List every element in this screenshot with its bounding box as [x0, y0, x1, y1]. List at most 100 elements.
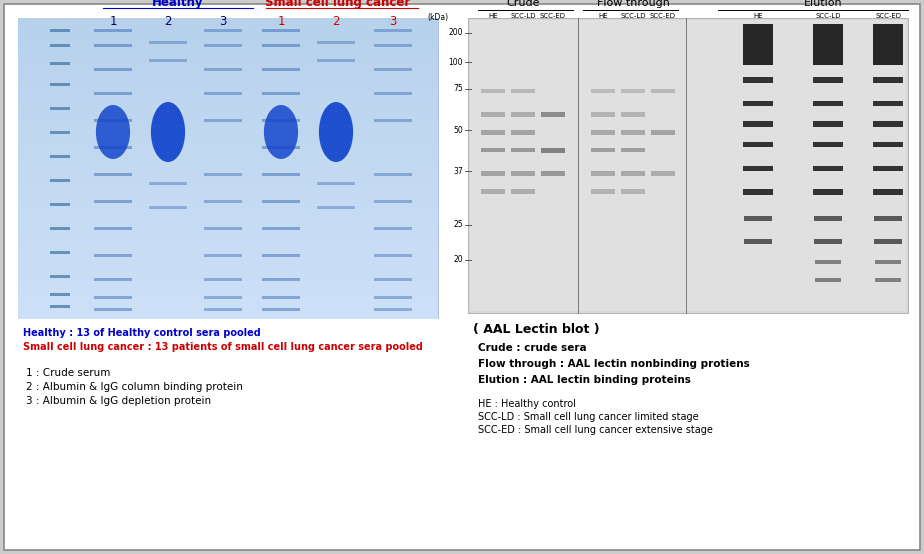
Bar — [18, 303, 438, 305]
Bar — [18, 44, 438, 45]
Bar — [18, 302, 438, 304]
Bar — [18, 99, 438, 100]
Bar — [18, 40, 438, 42]
Bar — [50, 61, 70, 64]
Bar — [18, 171, 438, 172]
Bar — [18, 98, 438, 100]
Bar — [18, 18, 438, 19]
Bar — [204, 227, 242, 229]
Bar — [18, 236, 438, 238]
Bar — [18, 88, 438, 90]
Bar — [18, 317, 438, 319]
Bar — [18, 237, 438, 239]
Bar — [18, 179, 438, 181]
Bar — [18, 271, 438, 273]
Bar — [18, 219, 438, 220]
Bar — [262, 146, 300, 148]
Bar — [18, 195, 438, 197]
Bar — [50, 106, 70, 110]
Bar — [743, 142, 773, 147]
Bar — [18, 52, 438, 54]
Bar — [18, 106, 438, 107]
Bar — [813, 121, 843, 127]
Text: SCC-ED : Small cell lung cancer extensive stage: SCC-ED : Small cell lung cancer extensiv… — [478, 425, 713, 435]
Bar — [18, 265, 438, 266]
Bar — [18, 284, 438, 285]
Bar — [18, 181, 438, 182]
Bar — [18, 273, 438, 274]
Bar — [262, 307, 300, 310]
Bar — [18, 134, 438, 136]
Bar — [18, 108, 438, 110]
Bar — [18, 258, 438, 259]
Bar — [18, 231, 438, 233]
Bar — [18, 193, 438, 194]
Bar — [18, 208, 438, 209]
Bar — [481, 171, 505, 176]
Bar — [813, 142, 843, 147]
Bar — [18, 213, 438, 214]
Text: Flow through: Flow through — [597, 0, 669, 8]
Bar — [18, 189, 438, 191]
Bar — [374, 91, 412, 95]
Text: SCC-LD: SCC-LD — [815, 13, 841, 19]
Text: 50: 50 — [454, 126, 463, 135]
Bar — [18, 221, 438, 223]
Bar — [18, 218, 438, 219]
Bar — [262, 295, 300, 299]
Text: SCC-LD: SCC-LD — [510, 13, 536, 19]
Bar — [50, 44, 70, 47]
Bar — [94, 119, 132, 121]
Bar — [18, 116, 438, 117]
Bar — [18, 224, 438, 225]
Bar — [18, 21, 438, 23]
Bar — [374, 28, 412, 32]
Bar — [18, 296, 438, 297]
Bar — [18, 78, 438, 80]
Bar — [18, 125, 438, 126]
Text: Elution : AAL lectin binding proteins: Elution : AAL lectin binding proteins — [478, 375, 691, 385]
Bar — [18, 137, 438, 138]
Bar — [18, 93, 438, 95]
Bar — [591, 112, 615, 117]
Bar — [50, 131, 70, 134]
Bar — [18, 141, 438, 142]
Bar — [18, 112, 438, 114]
Bar — [18, 240, 438, 242]
Ellipse shape — [151, 102, 185, 162]
Bar — [18, 139, 438, 141]
Bar — [18, 270, 438, 271]
Bar — [18, 281, 438, 283]
Bar — [18, 26, 438, 28]
Bar — [262, 199, 300, 203]
Bar — [18, 286, 438, 288]
Bar — [481, 189, 505, 193]
Bar — [374, 68, 412, 70]
Text: 37: 37 — [454, 167, 463, 176]
Bar — [18, 29, 438, 30]
Bar — [18, 209, 438, 211]
Bar — [18, 202, 438, 203]
Bar — [18, 101, 438, 102]
Bar — [18, 304, 438, 305]
Bar — [94, 28, 132, 32]
Bar — [875, 260, 901, 264]
Bar — [374, 119, 412, 121]
Bar — [18, 81, 438, 83]
Bar — [18, 172, 438, 173]
Bar — [94, 146, 132, 148]
Bar — [18, 229, 438, 230]
Bar — [18, 53, 438, 54]
Bar — [541, 112, 565, 117]
Bar — [18, 173, 438, 175]
Bar — [18, 49, 438, 50]
Bar — [374, 199, 412, 203]
Bar — [18, 59, 438, 60]
Bar — [18, 23, 438, 24]
Bar — [18, 308, 438, 310]
Ellipse shape — [96, 105, 130, 159]
Bar — [18, 200, 438, 202]
Bar — [374, 172, 412, 176]
Bar — [18, 307, 438, 309]
Bar — [18, 187, 438, 188]
